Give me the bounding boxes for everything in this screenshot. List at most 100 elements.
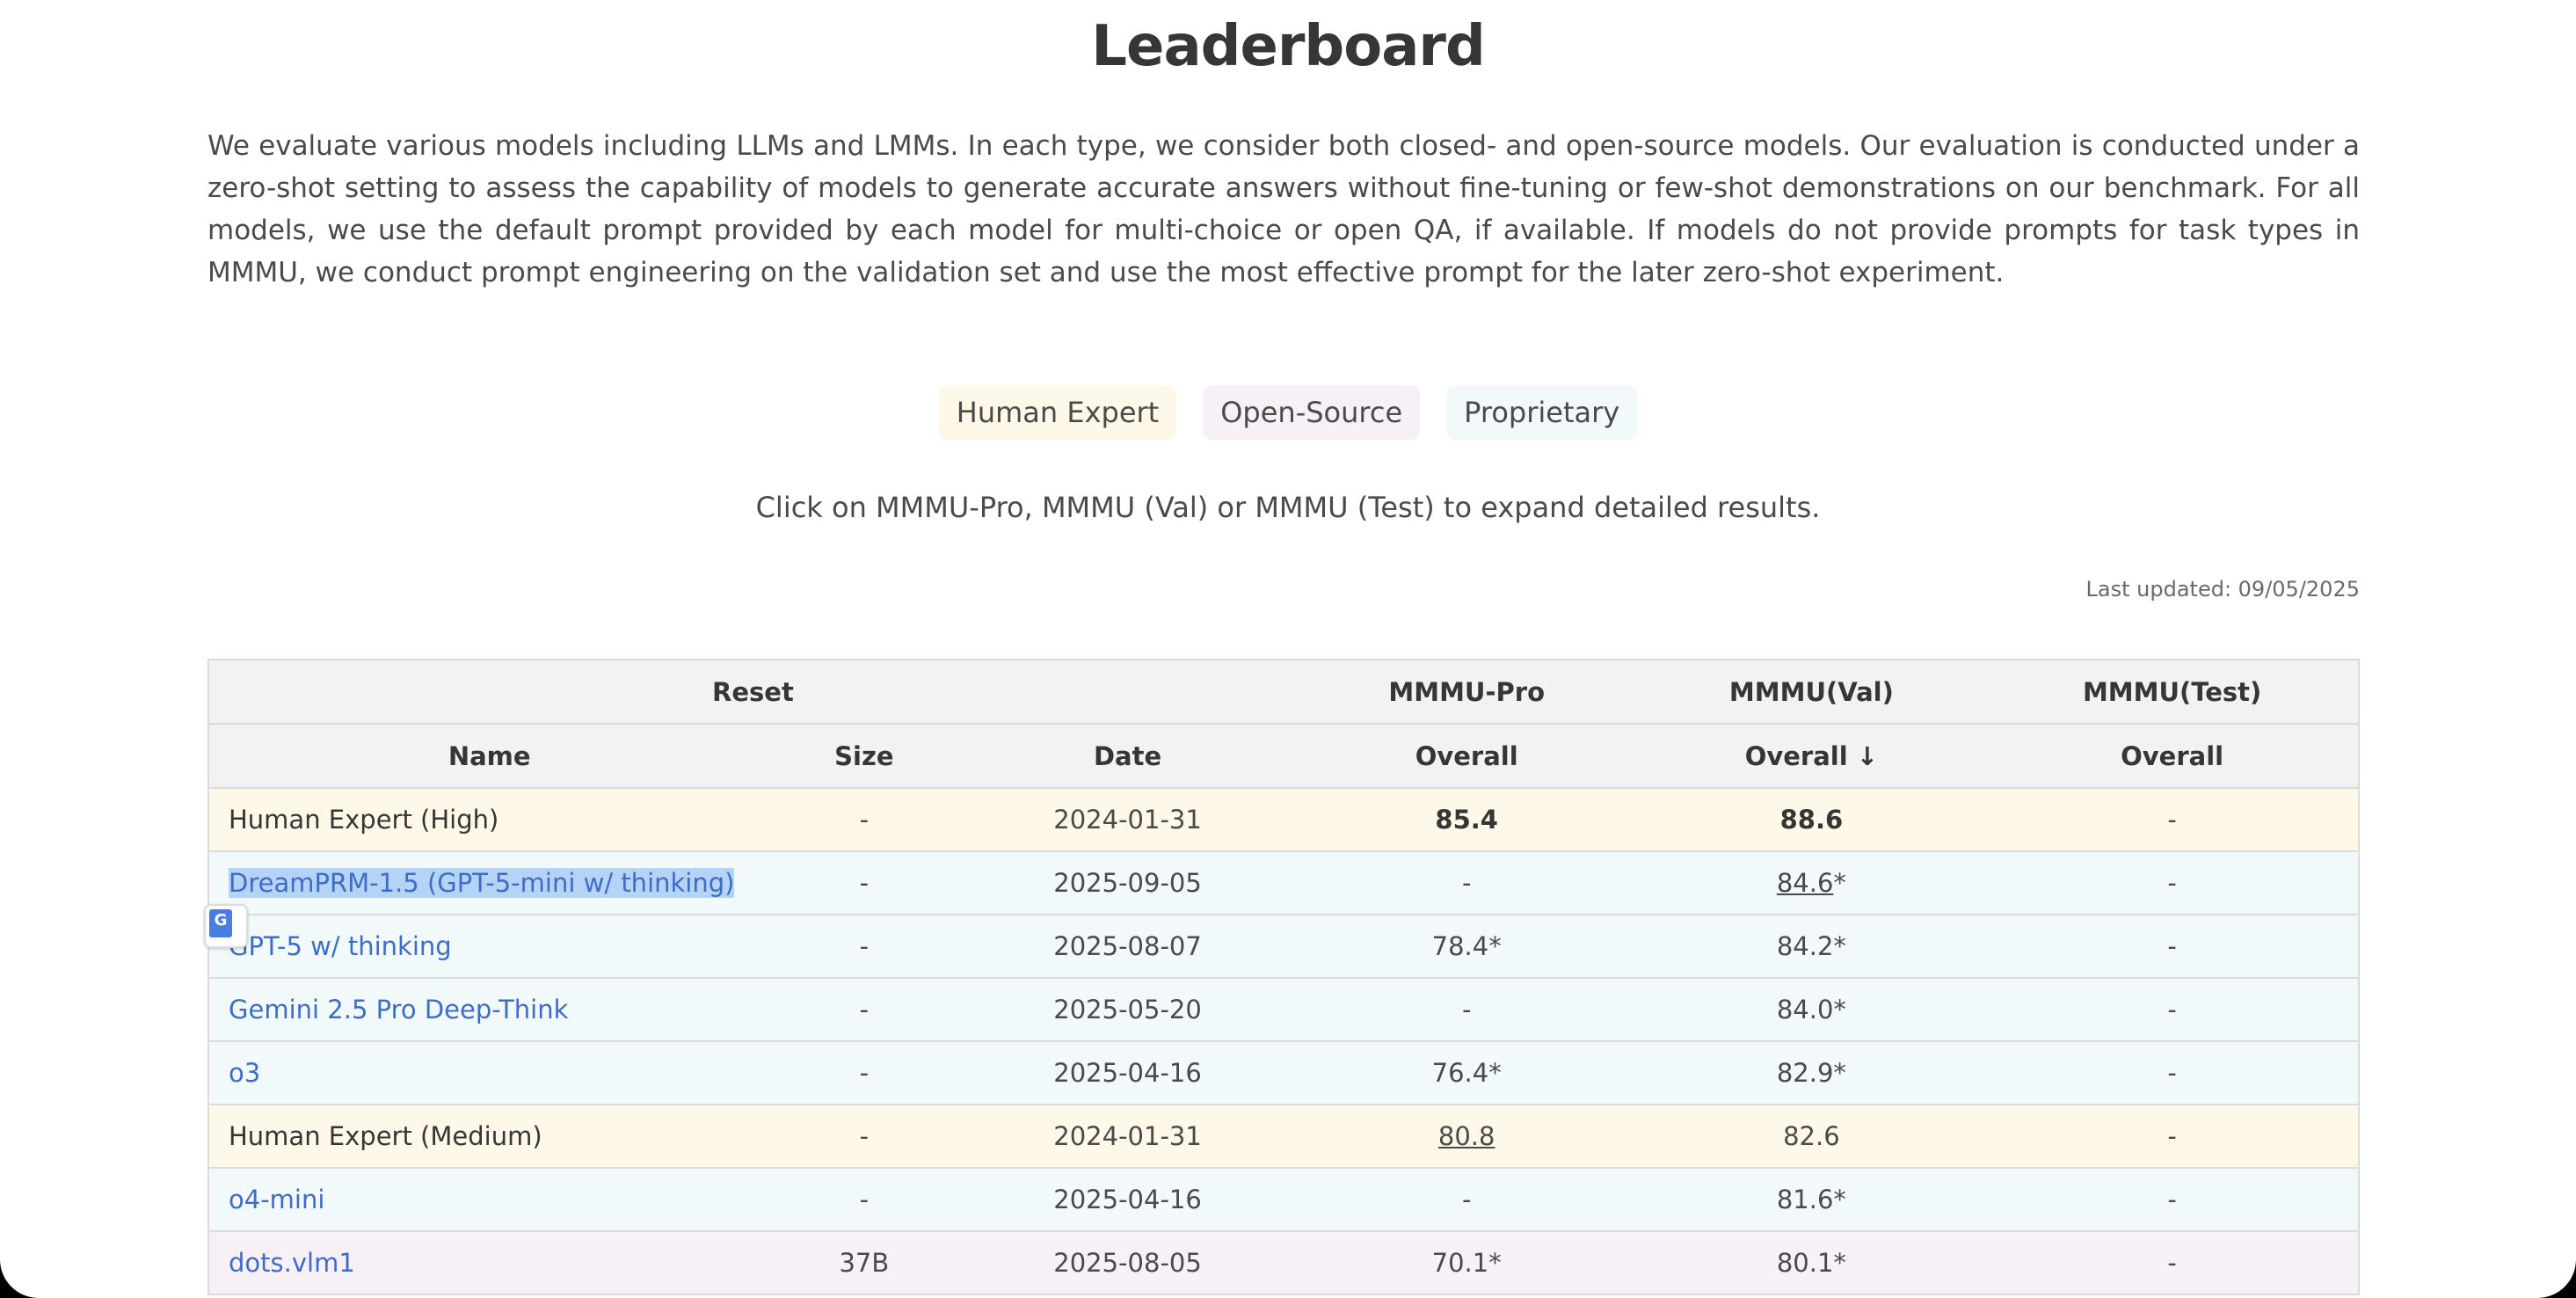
date-cell: 2024-01-31 (958, 788, 1297, 852)
test-cell: - (1986, 978, 2359, 1042)
val-cell: 80.1* (1636, 1231, 1987, 1295)
date-cell: 2025-08-07 (958, 915, 1297, 979)
intro-paragraph: We evaluate various models including LLM… (207, 130, 2360, 288)
model-link[interactable]: DreamPRM-1.5 (GPT-5-mini w/ thinking) (229, 868, 735, 898)
table-row: o4-mini - 2025-04-16 - 81.6* - (208, 1168, 2359, 1232)
last-updated: Last updated: 09/05/2025 (2085, 577, 2360, 602)
val-score-suffix: * (1833, 868, 1846, 898)
pro-score: - (1461, 995, 1472, 1025)
test-cell: - (1986, 1105, 2359, 1169)
test-cell: - (1986, 788, 2359, 852)
size-header[interactable]: Size (769, 723, 959, 789)
name-cell: Gemini 2.5 Pro Deep-Think (208, 978, 770, 1042)
size-cell: - (769, 851, 959, 915)
pro-score: - (1461, 1185, 1472, 1214)
legend-human-expert: Human Expert (938, 385, 1177, 440)
pro-cell: 78.4* (1296, 915, 1637, 979)
mmmu-test-header[interactable]: MMMU(Test) (1986, 659, 2359, 725)
val-overall-header[interactable]: Overall ↓ (1636, 723, 1987, 789)
table-row: dots.vlm1 37B 2025-08-05 70.1* 80.1* - (208, 1231, 2359, 1295)
date-cell: 2025-04-16 (958, 1041, 1297, 1105)
val-score: 84.6 (1776, 868, 1834, 898)
reset-button[interactable]: Reset (208, 659, 1297, 725)
name-header[interactable]: Name (208, 723, 770, 789)
test-cell: - (1986, 1041, 2359, 1105)
model-name: Human Expert (High) (229, 805, 499, 835)
table-row: Human Expert (High) - 2024-01-31 85.4 88… (208, 788, 2359, 852)
size-cell: - (769, 788, 959, 852)
size-cell: - (769, 1041, 959, 1105)
pro-cell: 85.4 (1296, 788, 1637, 852)
pro-cell: 76.4* (1296, 1041, 1637, 1105)
mmmu-val-header[interactable]: MMMU(Val) (1636, 659, 1987, 725)
test-cell: - (1986, 1168, 2359, 1232)
pro-cell: - (1296, 978, 1637, 1042)
table-row: o3 - 2025-04-16 76.4* 82.9* - (208, 1041, 2359, 1105)
size-cell: - (769, 915, 959, 979)
pro-cell: 80.8 (1296, 1105, 1637, 1169)
val-score: 82.6 (1783, 1121, 1840, 1151)
test-overall-header[interactable]: Overall (1986, 723, 2359, 789)
pro-score: 70.1* (1431, 1248, 1502, 1278)
table-row: Gemini 2.5 Pro Deep-Think - 2025-05-20 -… (208, 978, 2359, 1042)
name-cell: dots.vlm1 (208, 1231, 770, 1295)
name-cell: Human Expert (Medium) (208, 1105, 770, 1169)
model-link[interactable]: GPT-5 w/ thinking (229, 931, 452, 961)
name-cell: GPT-5 w/ thinking (208, 915, 770, 979)
size-cell: - (769, 1105, 959, 1169)
mmmu-pro-header[interactable]: MMMU-Pro (1296, 659, 1637, 725)
name-cell: Human Expert (High) (208, 788, 770, 852)
test-cell: - (1986, 851, 2359, 915)
leaderboard-table: Reset MMMU-Pro MMMU(Val) MMMU(Test) Name… (207, 659, 2360, 1295)
val-cell: 82.9* (1636, 1041, 1987, 1105)
pro-score: 85.4 (1435, 805, 1498, 835)
val-cell: 81.6* (1636, 1168, 1987, 1232)
page-title: Leaderboard (1091, 14, 1486, 79)
test-cell: - (1986, 915, 2359, 979)
pro-score: - (1461, 868, 1472, 898)
date-cell: 2025-09-05 (958, 851, 1297, 915)
name-cell: DreamPRM-1.5 (GPT-5-mini w/ thinking) (208, 851, 770, 915)
name-cell: o4-mini (208, 1168, 770, 1232)
expand-hint: Click on MMMU-Pro, MMMU (Val) or MMMU (T… (755, 491, 1821, 524)
pro-overall-header[interactable]: Overall (1296, 723, 1637, 789)
pro-score: 78.4* (1431, 931, 1502, 961)
model-link[interactable]: dots.vlm1 (229, 1248, 355, 1278)
date-header[interactable]: Date (958, 723, 1297, 789)
legend: Human Expert Open-Source Proprietary (0, 385, 2576, 440)
size-cell: - (769, 1168, 959, 1232)
pro-cell: 70.1* (1296, 1231, 1637, 1295)
model-name: Human Expert (Medium) (229, 1121, 542, 1151)
date-cell: 2025-05-20 (958, 978, 1297, 1042)
table-row: DreamPRM-1.5 (GPT-5-mini w/ thinking) - … (208, 851, 2359, 915)
legend-open-source: Open-Source (1203, 385, 1421, 440)
test-cell: - (1986, 1231, 2359, 1295)
table-row: Human Expert (Medium) - 2024-01-31 80.8 … (208, 1105, 2359, 1169)
date-cell: 2025-08-05 (958, 1231, 1297, 1295)
name-cell: o3 (208, 1041, 770, 1105)
pro-cell: - (1296, 851, 1637, 915)
val-score: 82.9* (1776, 1058, 1846, 1088)
model-link[interactable]: o3 (229, 1058, 261, 1088)
pro-score: 80.8 (1437, 1121, 1495, 1151)
model-link[interactable]: Gemini 2.5 Pro Deep-Think (229, 995, 569, 1025)
val-score: 81.6* (1776, 1185, 1846, 1214)
pro-score: 76.4* (1431, 1058, 1502, 1088)
val-score: 80.1* (1776, 1248, 1846, 1278)
val-cell: 82.6 (1636, 1105, 1987, 1169)
google-translate-icon[interactable]: G (204, 904, 248, 948)
val-cell: 84.2* (1636, 915, 1987, 979)
val-cell: 84.0* (1636, 978, 1987, 1042)
val-cell: 84.6* (1636, 851, 1987, 915)
val-score: 84.0* (1776, 995, 1846, 1025)
size-cell: - (769, 978, 959, 1042)
table-row: GPT-5 w/ thinking - 2025-08-07 78.4* 84.… (208, 915, 2359, 979)
val-cell: 88.6 (1636, 788, 1987, 852)
model-link[interactable]: o4-mini (229, 1185, 325, 1214)
size-cell: 37B (769, 1231, 959, 1295)
legend-proprietary: Proprietary (1446, 385, 1638, 440)
date-cell: 2025-04-16 (958, 1168, 1297, 1232)
date-cell: 2024-01-31 (958, 1105, 1297, 1169)
val-score: 88.6 (1779, 805, 1844, 835)
